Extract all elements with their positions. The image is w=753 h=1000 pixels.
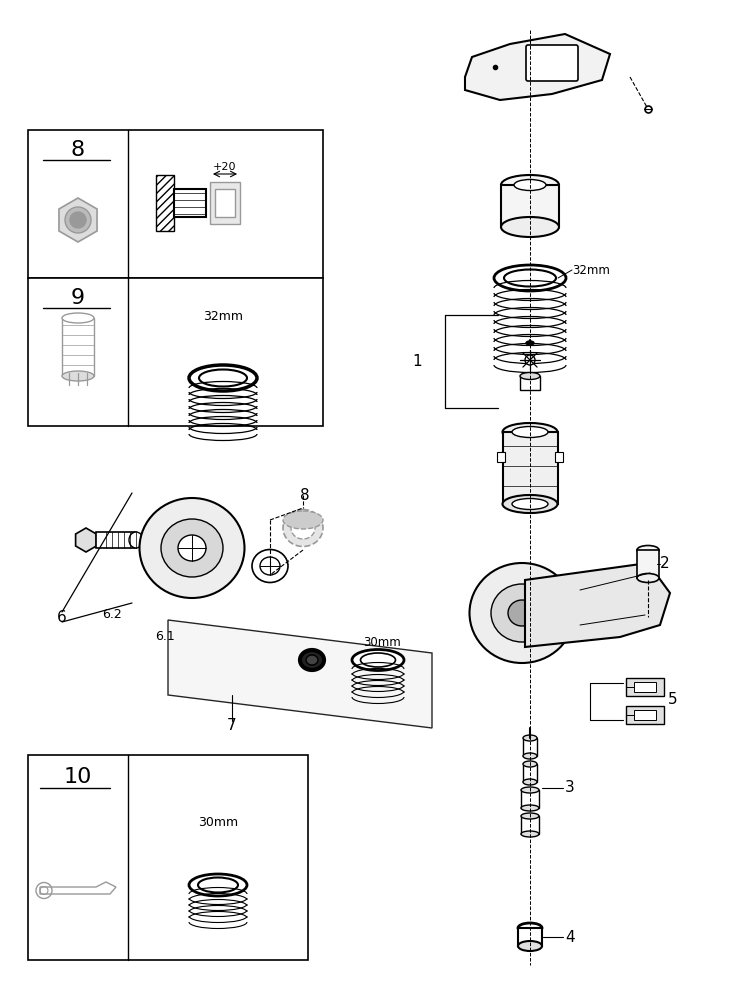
Text: 4: 4 (565, 930, 575, 944)
Bar (156, 175, 174, 231)
Ellipse shape (291, 517, 315, 539)
Bar (523, 764, 537, 782)
Bar (521, 790, 539, 808)
Bar (555, 452, 563, 462)
Text: 9: 9 (71, 288, 85, 308)
Bar (634, 682, 656, 692)
Ellipse shape (514, 180, 546, 190)
Ellipse shape (523, 753, 537, 759)
Text: 30mm: 30mm (363, 636, 401, 648)
Ellipse shape (300, 650, 324, 670)
Polygon shape (59, 198, 97, 242)
Ellipse shape (512, 498, 548, 510)
Bar (210, 182, 240, 224)
Text: 32mm: 32mm (203, 310, 243, 322)
Bar (215, 189, 235, 217)
Ellipse shape (518, 941, 542, 951)
Ellipse shape (491, 584, 553, 642)
Bar (28, 130, 323, 278)
Polygon shape (465, 34, 610, 100)
Text: 8: 8 (300, 488, 309, 502)
Ellipse shape (65, 207, 91, 233)
Ellipse shape (189, 365, 257, 391)
Text: 3: 3 (565, 780, 575, 796)
Ellipse shape (512, 426, 548, 438)
Ellipse shape (361, 653, 395, 667)
Ellipse shape (62, 313, 94, 323)
Ellipse shape (523, 761, 537, 767)
Bar (503, 432, 558, 504)
Ellipse shape (178, 535, 206, 561)
Text: 7: 7 (227, 718, 236, 734)
Ellipse shape (139, 498, 245, 598)
Ellipse shape (283, 511, 323, 529)
Ellipse shape (523, 735, 537, 741)
Ellipse shape (521, 805, 539, 811)
Ellipse shape (521, 831, 539, 837)
Ellipse shape (283, 510, 323, 546)
Polygon shape (168, 620, 432, 728)
Ellipse shape (198, 878, 238, 892)
Polygon shape (525, 563, 670, 647)
Polygon shape (75, 528, 96, 552)
Ellipse shape (161, 519, 223, 577)
Bar (62, 318, 94, 376)
Ellipse shape (526, 341, 534, 345)
Bar (28, 755, 308, 960)
Bar (626, 706, 664, 724)
Bar (634, 710, 656, 720)
Text: 6.2: 6.2 (102, 607, 122, 620)
Text: +20: +20 (213, 162, 236, 172)
Ellipse shape (521, 787, 539, 793)
Ellipse shape (518, 923, 542, 933)
Bar (518, 928, 542, 946)
Bar (523, 738, 537, 756)
Ellipse shape (470, 563, 575, 663)
Bar (521, 816, 539, 834)
Ellipse shape (306, 655, 318, 665)
Bar (501, 185, 559, 227)
Ellipse shape (508, 600, 536, 626)
Text: 30mm: 30mm (198, 816, 238, 830)
Ellipse shape (252, 550, 288, 582)
Ellipse shape (520, 372, 540, 379)
Ellipse shape (62, 371, 94, 381)
Ellipse shape (637, 546, 659, 554)
Text: 32mm: 32mm (572, 263, 610, 276)
Ellipse shape (501, 217, 559, 237)
Text: 5: 5 (668, 692, 678, 708)
Text: 6: 6 (57, 609, 67, 624)
Bar (626, 678, 664, 696)
Text: 10: 10 (64, 767, 92, 787)
Ellipse shape (70, 212, 86, 228)
FancyBboxPatch shape (526, 45, 578, 81)
Ellipse shape (523, 779, 537, 785)
Bar (520, 376, 540, 390)
Ellipse shape (502, 495, 557, 513)
Bar (174, 189, 206, 217)
Text: 6.1: 6.1 (155, 630, 175, 643)
Circle shape (525, 355, 535, 365)
Ellipse shape (494, 265, 566, 291)
Ellipse shape (521, 813, 539, 819)
Bar (96, 532, 136, 548)
Text: 2: 2 (660, 556, 669, 572)
Ellipse shape (502, 423, 557, 441)
Ellipse shape (129, 532, 143, 548)
Ellipse shape (504, 269, 556, 286)
Bar (28, 278, 323, 426)
Ellipse shape (199, 369, 247, 386)
Bar (637, 550, 659, 578)
Bar (497, 452, 505, 462)
Ellipse shape (637, 574, 659, 582)
Ellipse shape (352, 650, 404, 670)
Ellipse shape (260, 557, 280, 575)
Text: 1: 1 (412, 354, 422, 369)
Text: 8: 8 (71, 140, 85, 160)
Ellipse shape (501, 175, 559, 195)
Ellipse shape (189, 874, 247, 896)
